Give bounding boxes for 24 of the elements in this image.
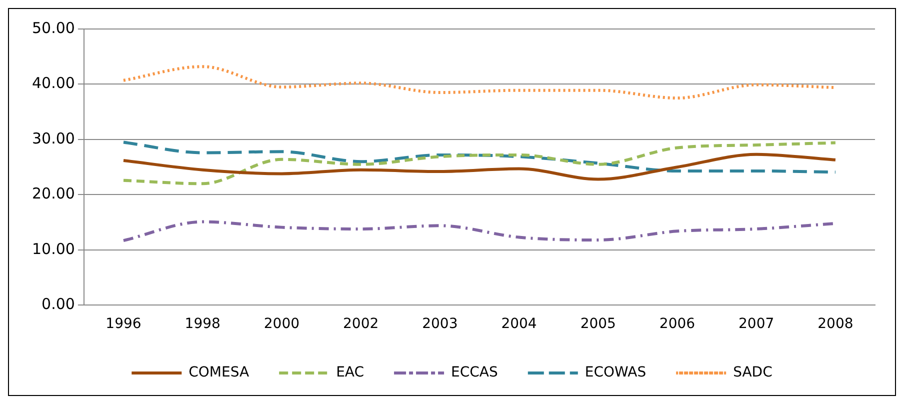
y-tick-label: 40.00: [32, 74, 75, 92]
y-tick-label: 10.00: [32, 240, 75, 258]
y-tick-label: 30.00: [32, 129, 75, 148]
legend-label: COMESA: [188, 364, 250, 381]
x-tick-label: 2006: [659, 316, 696, 332]
y-tick-label: 50.00: [32, 18, 75, 37]
y-tick-label: 0.00: [42, 295, 75, 314]
x-tick-label: 1998: [184, 316, 220, 332]
x-tick-label: 2003: [422, 316, 458, 332]
x-tick-label: 2000: [264, 316, 300, 332]
line-series: [122, 152, 837, 181]
line-series: [122, 140, 837, 174]
x-tick-label: 2008: [818, 316, 854, 332]
x-tick-label: 2002: [342, 316, 379, 332]
x-tick-label: 2007: [738, 316, 774, 332]
legend-label: SADC: [733, 364, 773, 381]
line-series: [122, 141, 837, 186]
legend-label: EAC: [336, 364, 364, 381]
legend-label: ECOWAS: [584, 364, 646, 381]
x-tick-label: 2005: [580, 316, 616, 332]
y-tick-label: 20.00: [32, 184, 75, 203]
x-tick-label: 1996: [106, 316, 142, 332]
x-tick-label: 2004: [501, 316, 537, 332]
legend-label: ECCAS: [451, 364, 498, 381]
